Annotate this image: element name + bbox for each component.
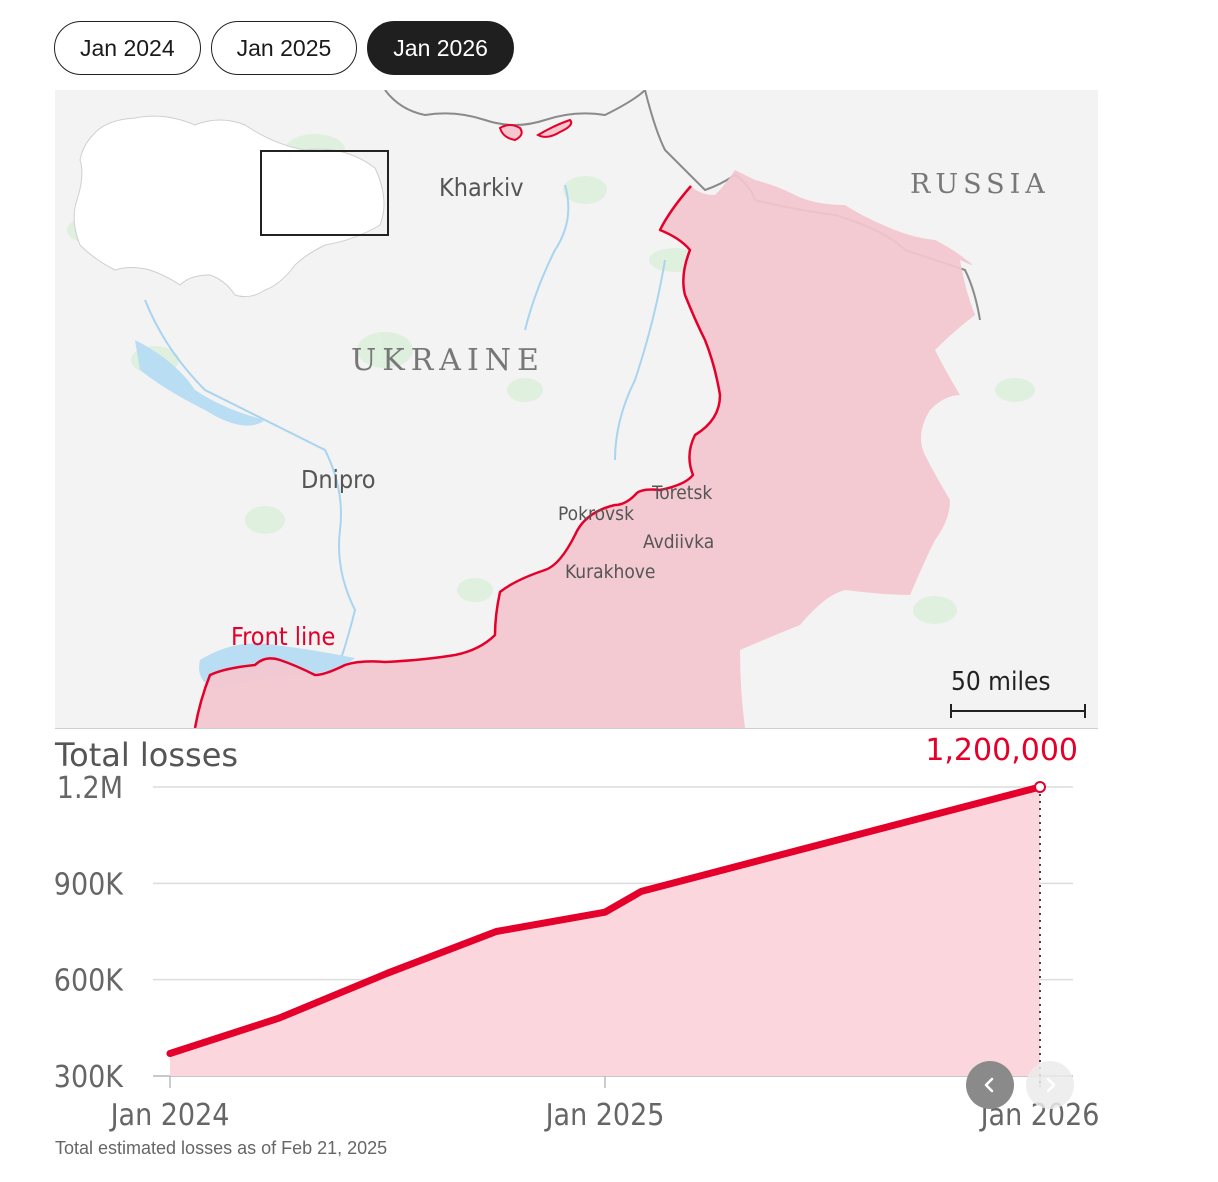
losses-area [170,787,1040,1076]
label-dnipro: Dnipro [301,465,376,494]
endpoint-value-label: 1,200,000 [925,733,1078,768]
label-front-line: Front line [231,622,335,651]
endpoint-marker [1035,782,1045,792]
chevron-right-icon [1040,1075,1060,1095]
chart-footnote: Total estimated losses as of Feb 21, 202… [55,1138,387,1159]
losses-chart: Total losses 1,200,000 300K 600K 900K 1.2M J… [0,728,1218,1182]
tab-jan-2024[interactable]: Jan 2024 [54,21,201,75]
previous-button[interactable] [966,1061,1014,1109]
front-line-map: Kharkiv RUSSIA UKRAINE Dnipro Toretsk Po… [55,90,1098,728]
label-kharkiv: Kharkiv [439,173,524,202]
y-tick-label: 600K [54,964,125,999]
y-tick-label: 900K [54,867,125,902]
timeline-tabs: Jan 2024 Jan 2025 Jan 2026 [54,21,514,75]
label-scale: 50 miles [951,667,1051,697]
label-pokrovsk: Pokrovsk [558,503,634,525]
label-russia: RUSSIA [910,169,1050,200]
label-avdiivka: Avdiivka [643,531,714,553]
x-tick-label: Jan 2025 [544,1098,665,1133]
tab-jan-2026[interactable]: Jan 2026 [367,21,514,75]
y-tick-label: 300K [54,1060,125,1095]
next-button[interactable] [1026,1061,1074,1109]
chart-title: Total losses [54,736,238,774]
label-kurakhove: Kurakhove [565,561,655,583]
label-ukraine: UKRAINE [351,343,545,378]
chevron-left-icon [980,1075,1000,1095]
tab-jan-2025[interactable]: Jan 2025 [211,21,358,75]
label-toretsk: Toretsk [651,482,712,504]
x-tick-label: Jan 2024 [109,1098,230,1133]
y-tick-label: 1.2M [57,771,123,806]
